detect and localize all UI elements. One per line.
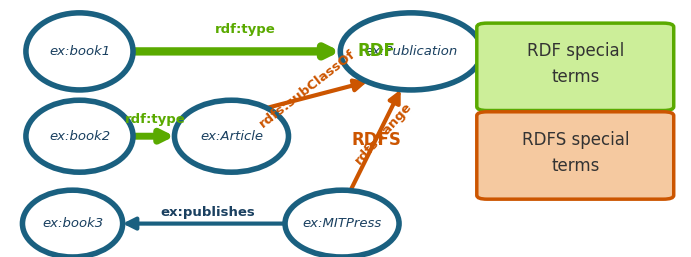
Ellipse shape [340, 13, 482, 90]
Ellipse shape [285, 190, 399, 257]
FancyBboxPatch shape [477, 112, 674, 199]
Ellipse shape [26, 13, 133, 90]
Text: RDFS: RDFS [351, 131, 401, 149]
Text: rdfs:range: rdfs:range [352, 100, 415, 167]
Text: RDFS special: RDFS special [522, 131, 629, 149]
Text: terms: terms [551, 157, 600, 175]
Ellipse shape [22, 190, 122, 257]
Text: RDF special: RDF special [527, 42, 624, 60]
Text: rdf:type: rdf:type [215, 23, 276, 36]
FancyBboxPatch shape [477, 23, 674, 111]
Text: ex:publishes: ex:publishes [160, 206, 255, 218]
Text: RDF: RDF [357, 42, 395, 60]
Text: ex:Publication: ex:Publication [365, 45, 457, 58]
Text: ex:book2: ex:book2 [49, 130, 110, 143]
Text: terms: terms [551, 68, 600, 86]
Text: ex:book3: ex:book3 [42, 217, 103, 230]
Text: ex:book1: ex:book1 [49, 45, 110, 58]
Text: rdfs:subClassOf: rdfs:subClassOf [257, 47, 358, 130]
Text: rdf:type: rdf:type [124, 113, 185, 126]
Text: ex:Article: ex:Article [200, 130, 263, 143]
Ellipse shape [174, 100, 289, 172]
Text: ex:MITPress: ex:MITPress [303, 217, 381, 230]
Ellipse shape [26, 100, 133, 172]
